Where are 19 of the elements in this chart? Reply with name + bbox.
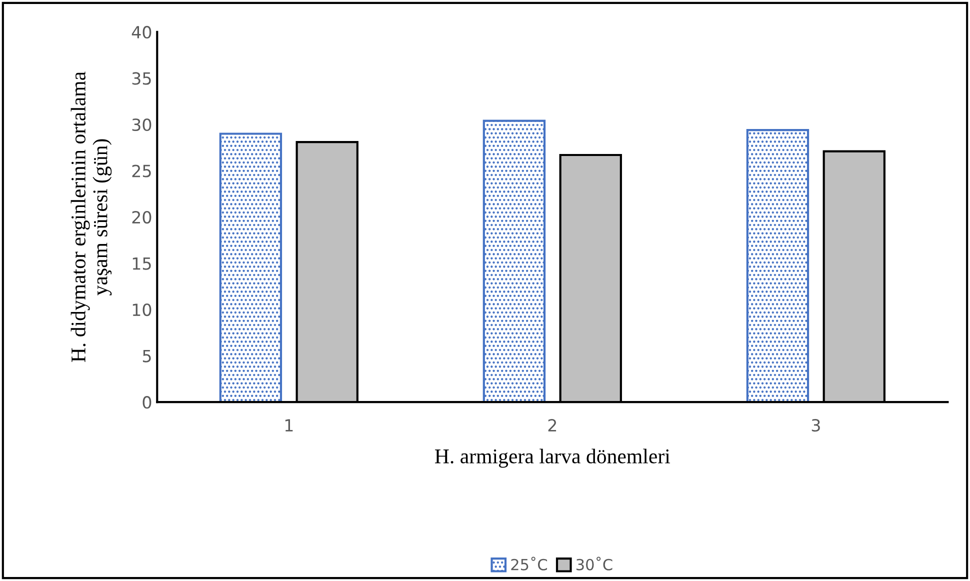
legend-label: 30˚C: [576, 556, 612, 570]
y-tick-label: 40: [132, 26, 152, 39]
y-tick-label: 10: [132, 303, 152, 316]
x-axis-title: H. armigera larva dönemleri: [435, 448, 670, 468]
y-tick-label: 15: [132, 257, 151, 270]
y-tick-label: 0: [142, 396, 152, 409]
y-tick-label: 25: [132, 164, 151, 178]
x-tick-label: 1: [285, 419, 293, 432]
x-tick-label: 3: [812, 419, 820, 432]
bar: [746, 128, 810, 402]
y-tick-label: 5: [142, 350, 151, 362]
y-tick-label: 35: [132, 72, 151, 85]
y-tick-label: 20: [132, 210, 152, 224]
bar: [482, 120, 546, 402]
y-axis-title: H. didymator erginlerinin ortalama yaşam süresi (gün): [70, 72, 112, 362]
y-tick-label: 30: [132, 118, 152, 132]
x-tick-label: 2: [548, 419, 556, 432]
legend-label: 25˚C: [511, 556, 548, 570]
bar: [219, 132, 282, 402]
